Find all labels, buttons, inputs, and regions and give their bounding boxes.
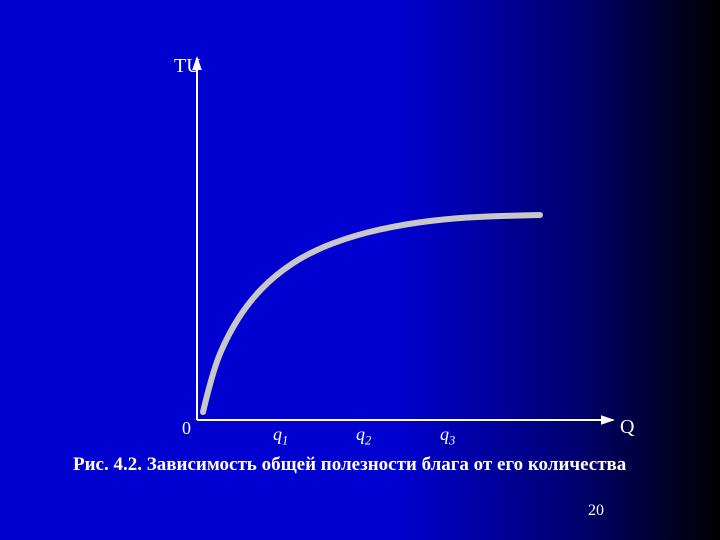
x-tick-1: q1 xyxy=(273,424,288,449)
x-axis-label: Q xyxy=(620,416,634,439)
y-axis-label: TU xyxy=(174,55,201,78)
x-tick-3: q3 xyxy=(440,424,455,449)
origin-label: 0 xyxy=(182,418,191,439)
figure-caption: Рис. 4.2. Зависимость общей полезности б… xyxy=(73,454,626,476)
x-tick-2: q2 xyxy=(356,424,371,449)
utility-chart: TU Q 0 q1 q2 q3 Рис. 4.2. Зависимость обще… xyxy=(0,0,720,540)
page-number: 20 xyxy=(588,502,604,520)
